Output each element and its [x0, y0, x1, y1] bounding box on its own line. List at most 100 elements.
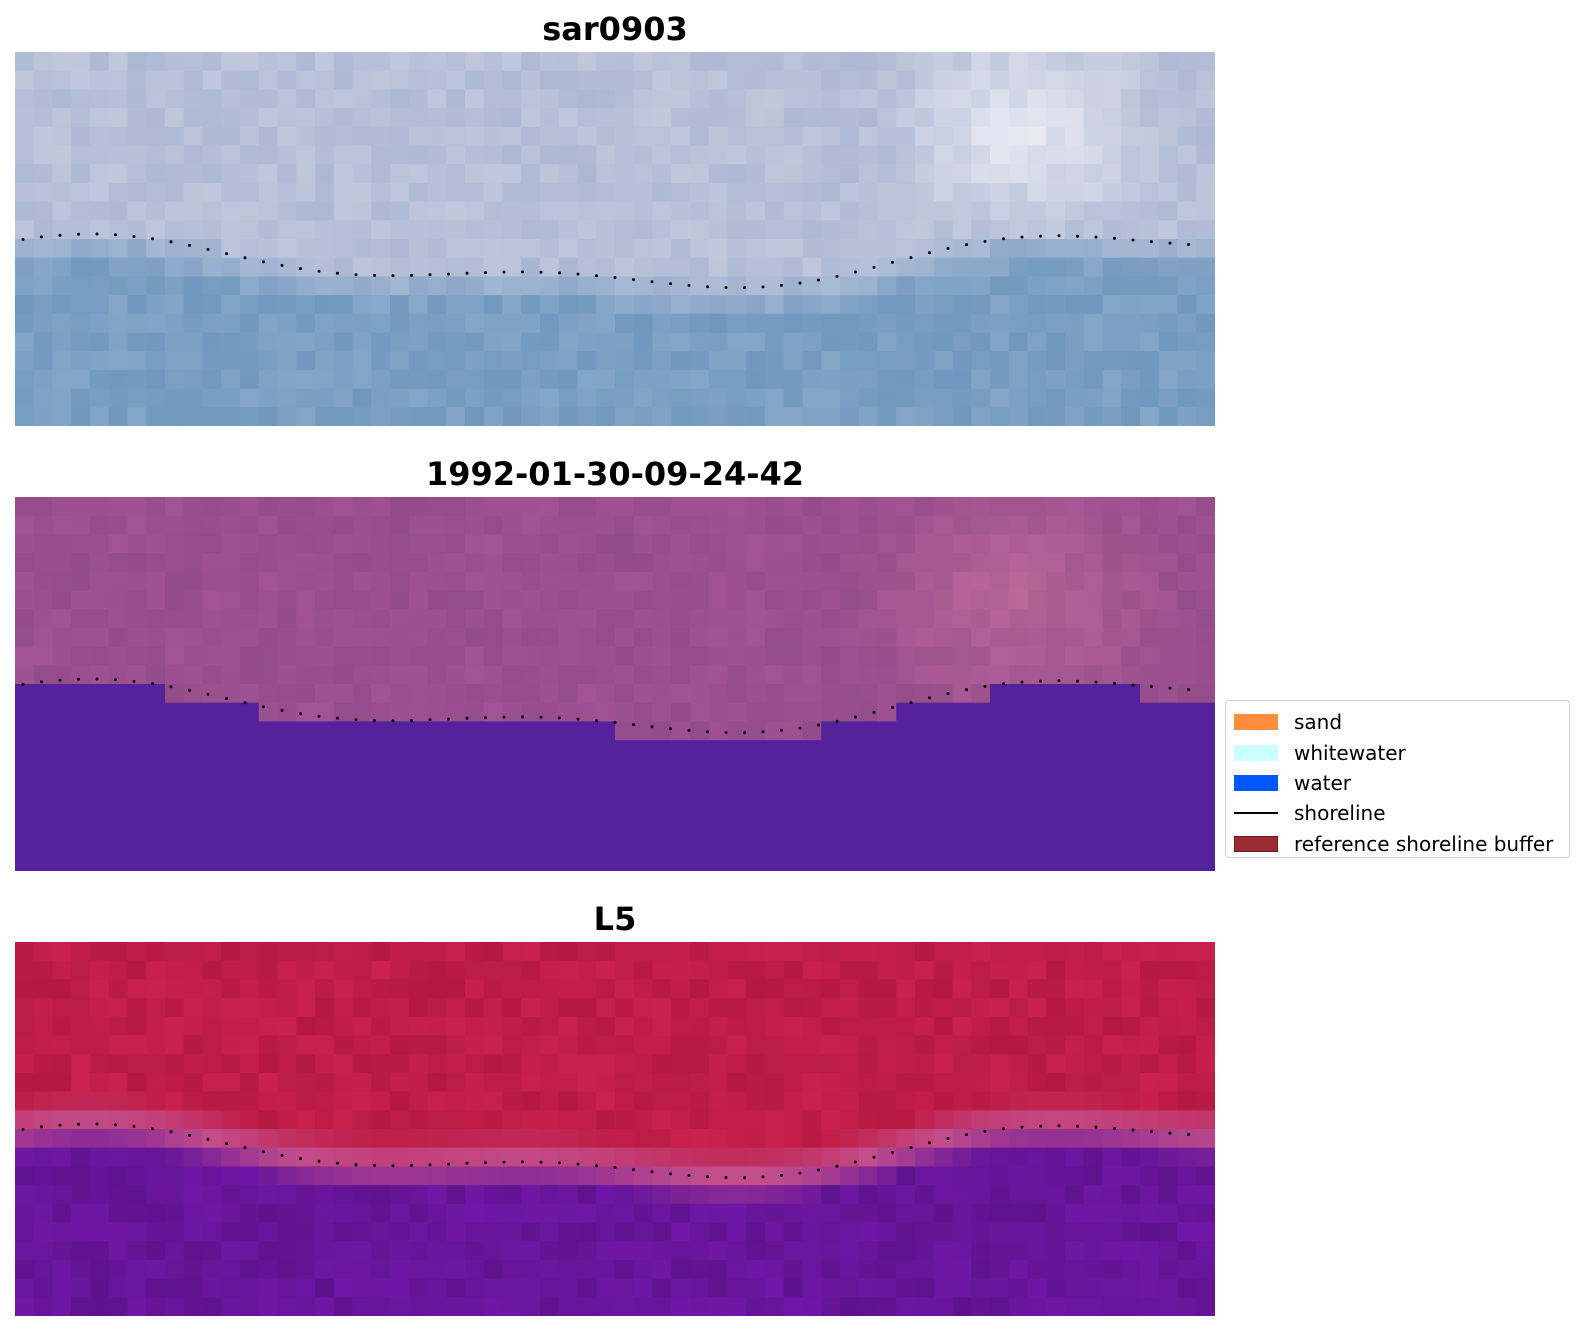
raster-cell [277, 257, 297, 277]
raster-cell [165, 89, 185, 109]
raster-cell [652, 1110, 672, 1130]
raster-cell [52, 182, 72, 203]
raster-cell [390, 1110, 410, 1130]
raster-cell [671, 295, 691, 315]
raster-cell [483, 702, 504, 722]
raster-cell [633, 515, 654, 535]
raster-cell [1177, 571, 1197, 592]
raster-cell [1196, 796, 1215, 816]
raster-cell [1140, 1016, 1160, 1037]
raster-cell [521, 313, 541, 334]
raster-cell [296, 239, 316, 259]
raster-cell [577, 721, 597, 741]
raster-cell [915, 609, 935, 629]
raster-cell [465, 388, 485, 408]
raster-cell [146, 313, 166, 334]
raster-cell [127, 1147, 147, 1167]
raster-cell [165, 1185, 185, 1205]
raster-cell [783, 201, 804, 221]
raster-cell [821, 646, 841, 666]
raster-cell [33, 684, 54, 704]
raster-cell [633, 814, 654, 835]
raster-cell [258, 1054, 279, 1074]
raster-cell [802, 665, 822, 685]
raster-cell [52, 553, 72, 573]
raster-cell [821, 332, 841, 352]
raster-cell [765, 1222, 785, 1242]
raster-cell [1102, 295, 1122, 315]
raster-cell [146, 740, 166, 760]
raster-cell [71, 1110, 91, 1130]
raster-cell [1140, 758, 1160, 779]
raster-cell [652, 1129, 672, 1149]
raster-cell [446, 515, 466, 535]
raster-cell [1177, 220, 1197, 240]
raster-cell [52, 164, 72, 184]
raster-cell [1196, 590, 1215, 610]
raster-cell [540, 814, 560, 835]
raster-cell [765, 1259, 785, 1280]
raster-cell [108, 796, 129, 816]
raster-cell [877, 164, 897, 184]
raster-cell [1083, 979, 1104, 999]
raster-cell [258, 665, 279, 685]
raster-cell [1158, 1147, 1179, 1167]
raster-cell [202, 70, 222, 90]
raster-cell [390, 1222, 410, 1242]
raster-cell [1008, 702, 1029, 722]
raster-cell [596, 609, 616, 629]
raster-cell [277, 590, 297, 610]
raster-cell [821, 1054, 841, 1074]
raster-cell [952, 70, 972, 90]
raster-cell [1177, 201, 1197, 221]
raster-cell [483, 52, 504, 72]
raster-cell [1158, 313, 1179, 334]
raster-cell [183, 313, 204, 334]
raster-cell [783, 609, 804, 629]
raster-cell [615, 998, 635, 1018]
raster-cell [952, 220, 972, 240]
raster-cell [990, 1166, 1010, 1186]
raster-cell [390, 1297, 410, 1316]
raster-cell [971, 684, 991, 704]
raster-cell [1102, 1278, 1122, 1298]
raster-cell [671, 796, 691, 816]
raster-cell [33, 407, 54, 426]
raster-cell [408, 942, 429, 962]
raster-cell [71, 126, 91, 147]
raster-cell [221, 721, 241, 741]
raster-cell [521, 332, 541, 352]
raster-cell [708, 553, 729, 573]
raster-cell [1102, 52, 1122, 72]
raster-cell [483, 979, 504, 999]
raster-cell [896, 182, 916, 203]
shoreline-point [1131, 1128, 1135, 1132]
raster-cell [615, 852, 635, 871]
raster-cell [221, 833, 241, 853]
shoreline-point [983, 684, 987, 688]
raster-cell [90, 960, 110, 980]
raster-cell [596, 164, 616, 184]
raster-cell [371, 758, 391, 779]
legend-label-whitewater: whitewater [1294, 740, 1406, 765]
raster-cell [127, 1054, 147, 1074]
raster-cell [1158, 1016, 1179, 1037]
shoreline-point [447, 717, 450, 721]
raster-cell [821, 740, 841, 760]
raster-cell [933, 332, 954, 352]
raster-cell [615, 332, 635, 352]
raster-cell [483, 388, 504, 408]
raster-cell [558, 89, 579, 109]
raster-cell [540, 534, 560, 554]
raster-cell [1121, 1054, 1141, 1074]
raster-cell [1065, 534, 1085, 554]
shoreline-point [484, 1161, 487, 1165]
raster-cell [146, 852, 166, 871]
raster-cell [183, 1035, 204, 1055]
raster-cell [202, 942, 222, 962]
raster-cell [1046, 684, 1066, 704]
raster-cell [1140, 313, 1160, 334]
raster-cell [90, 1035, 110, 1055]
raster-cell [146, 108, 166, 128]
raster-cell [915, 1278, 935, 1298]
